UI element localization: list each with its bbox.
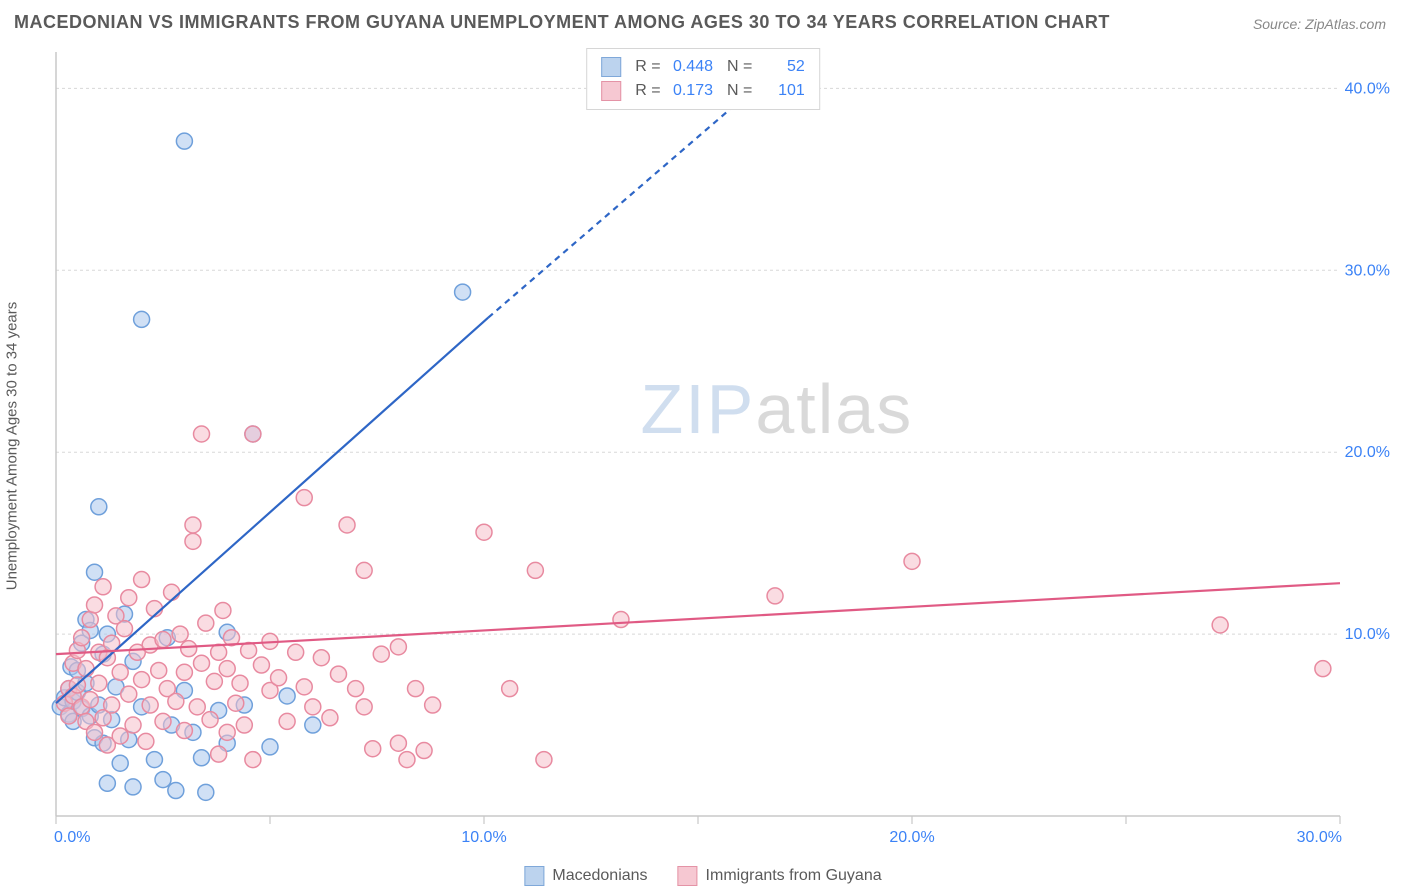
r-value-series1: 0.448 (665, 55, 713, 79)
svg-text:40.0%: 40.0% (1345, 80, 1390, 97)
legend-swatch-series2 (601, 81, 621, 101)
legend-swatch-series2 (678, 866, 698, 886)
chart-container: 10.0%20.0%30.0%40.0%0.0%10.0%20.0%30.0% … (50, 46, 1396, 852)
y-axis-label: Unemployment Among Ages 30 to 34 years (4, 302, 21, 591)
svg-text:10.0%: 10.0% (1345, 626, 1390, 643)
chart-title: MACEDONIAN VS IMMIGRANTS FROM GUYANA UNE… (14, 12, 1110, 33)
legend-swatch-series1 (524, 866, 544, 886)
r-label: R = (635, 82, 660, 99)
n-label: N = (727, 58, 752, 75)
svg-text:30.0%: 30.0% (1345, 262, 1390, 279)
correlation-legend: R = 0.448 N = 52 R = 0.173 N = 101 (586, 48, 820, 110)
svg-text:20.0%: 20.0% (889, 829, 934, 846)
legend-label-series2: Immigrants from Guyana (706, 867, 882, 885)
legend-item-series1: Macedonians (524, 866, 647, 886)
legend-swatch-series1 (601, 57, 621, 77)
r-value-series2: 0.173 (665, 79, 713, 103)
scatter-plot: 10.0% 20.0% 30.0% 40.0% 0.0% 10.0% 20.0% 30.0% (50, 46, 1396, 852)
source-attribution: Source: ZipAtlas.com (1253, 16, 1386, 32)
svg-text:0.0%: 0.0% (54, 829, 90, 846)
legend-row-series1: R = 0.448 N = 52 (601, 55, 805, 79)
legend-label-series1: Macedonians (552, 867, 647, 885)
svg-text:20.0%: 20.0% (1345, 444, 1390, 461)
svg-text:10.0%: 10.0% (461, 829, 506, 846)
n-label: N = (727, 82, 752, 99)
r-label: R = (635, 58, 660, 75)
svg-text:30.0%: 30.0% (1297, 829, 1342, 846)
legend-row-series2: R = 0.173 N = 101 (601, 79, 805, 103)
n-value-series1: 52 (757, 55, 805, 79)
series-legend: Macedonians Immigrants from Guyana (524, 866, 881, 886)
n-value-series2: 101 (757, 79, 805, 103)
legend-item-series2: Immigrants from Guyana (678, 866, 882, 886)
